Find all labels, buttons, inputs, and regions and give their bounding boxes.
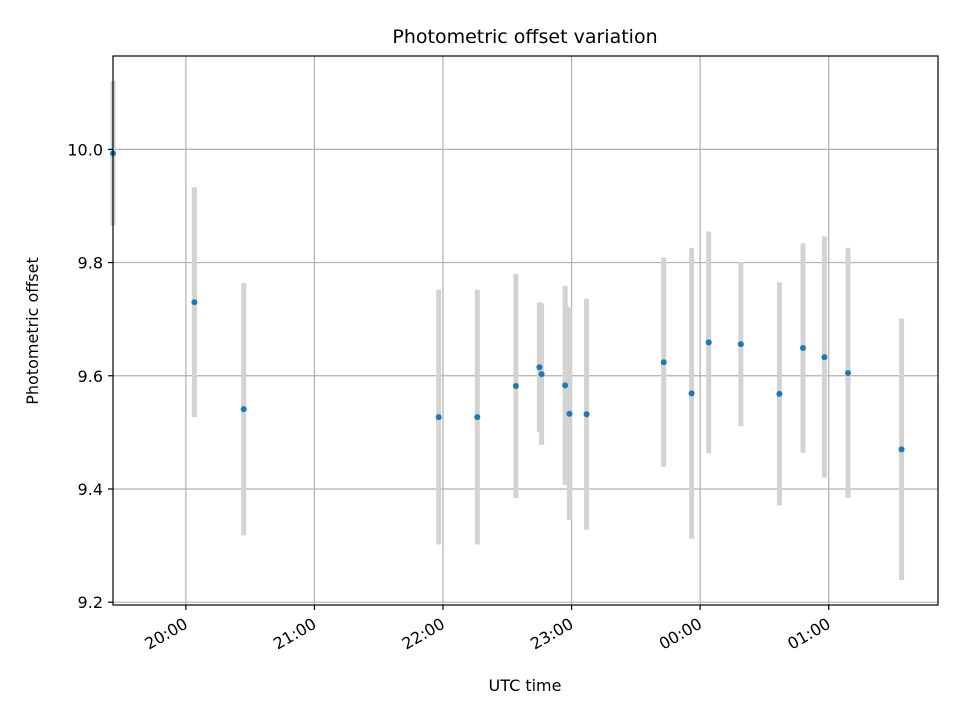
data-point [562,382,569,389]
y-tick-label: 9.2 [78,593,103,612]
chart-title: Photometric offset variation [392,26,657,48]
y-tick-label: 10.0 [67,140,103,159]
data-point [583,411,590,418]
y-axis-ticks: 9.2 9.4 9.6 9.8 10.0 [67,140,113,612]
data-point [512,382,519,389]
data-point [474,414,481,421]
y-tick-label: 9.8 [78,254,103,273]
data-point [435,414,442,421]
y-tick-label: 9.4 [78,480,103,499]
data-points [110,150,905,453]
plot-frame [112,55,939,606]
data-point [705,339,712,346]
data-point [776,390,783,397]
data-point [800,345,806,352]
data-point [660,359,667,366]
y-axis-label: Photometric offset [23,257,42,405]
data-point [538,371,545,378]
data-point [191,299,198,306]
x-axis-label: UTC time [489,676,562,695]
data-point [821,354,828,361]
data-point [688,390,695,397]
data-point [566,410,573,417]
data-point [240,406,247,413]
data-point [898,446,905,453]
data-point [845,369,851,376]
data-point [536,364,543,371]
y-tick-label: 9.6 [78,367,103,386]
data-point [737,341,744,348]
